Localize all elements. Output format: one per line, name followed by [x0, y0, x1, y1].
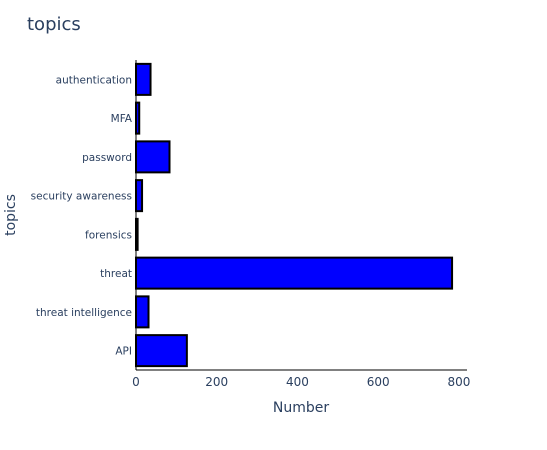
- x-tick-label: 600: [367, 375, 390, 389]
- bar-password: [135, 140, 171, 174]
- bar-authentication: [135, 62, 152, 96]
- x-tick-label: 0: [132, 375, 140, 389]
- bars-group: [135, 62, 454, 368]
- x-axis-title: Number: [273, 400, 329, 416]
- y-axis-title: topics: [3, 194, 19, 236]
- category-label: password: [82, 152, 132, 164]
- x-tick-label: 800: [447, 375, 470, 389]
- category-labels: authentication MFA password security awaren…: [31, 74, 133, 357]
- bar-security-awareness: [135, 179, 144, 213]
- category-label: MFA: [111, 113, 133, 125]
- bar-threat: [135, 256, 454, 290]
- x-tick-labels: 0 200 400 600 800: [132, 375, 470, 389]
- category-label: threat intelligence: [36, 307, 132, 319]
- category-label: threat: [100, 268, 132, 280]
- chart-title: topics: [27, 14, 81, 35]
- x-tick-label: 200: [205, 375, 228, 389]
- category-label: security awareness: [31, 191, 132, 203]
- bar-threat-intelligence: [135, 295, 150, 329]
- x-tick-label: 400: [286, 375, 309, 389]
- category-label: authentication: [56, 74, 132, 86]
- category-label: API: [115, 346, 132, 358]
- category-label: forensics: [85, 229, 132, 241]
- bar-api: [135, 334, 188, 368]
